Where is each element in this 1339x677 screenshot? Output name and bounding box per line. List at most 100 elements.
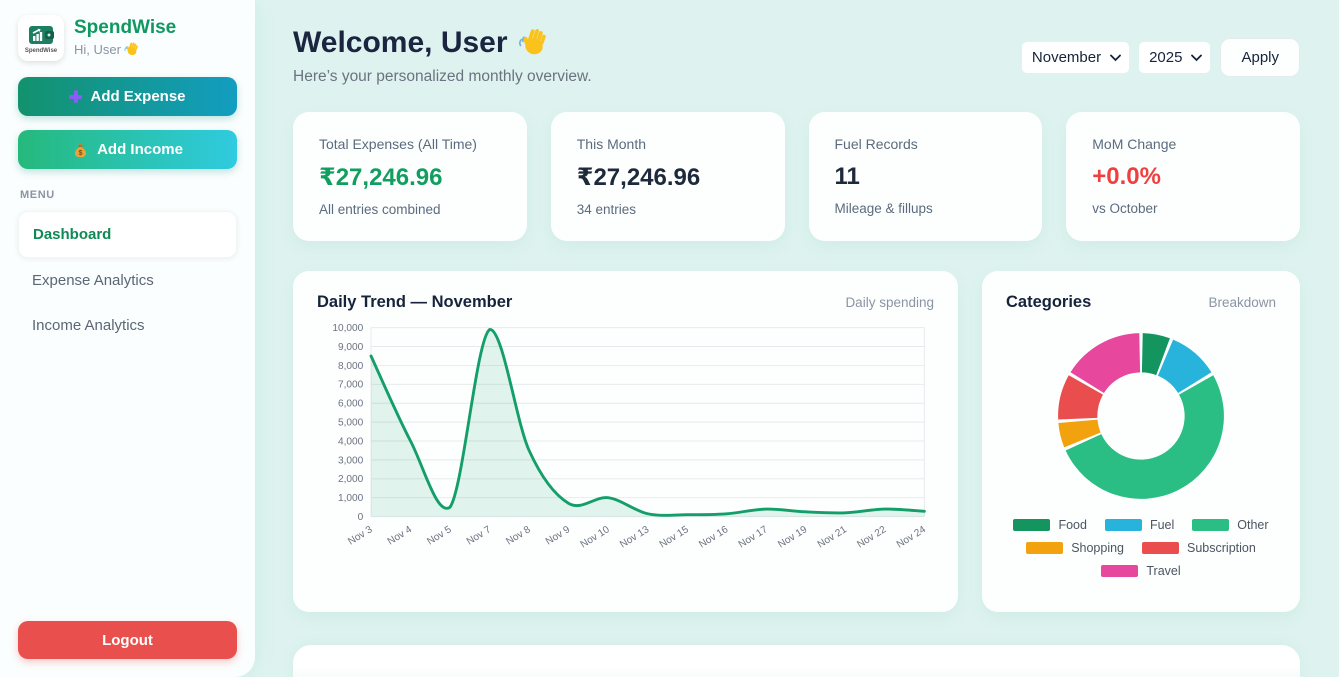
svg-text:Nov 10: Nov 10 (579, 524, 612, 551)
add-income-button[interactable]: $ Add Income (18, 130, 237, 169)
svg-text:1,000: 1,000 (338, 493, 364, 504)
svg-text:8,000: 8,000 (338, 361, 364, 372)
month-select[interactable]: November (1021, 42, 1130, 73)
stat-label: This Month (576, 136, 646, 152)
brand: SpendWise SpendWise Hi, User (18, 15, 237, 61)
svg-text:2,000: 2,000 (338, 474, 364, 485)
sidebar-item-dashboard[interactable]: Dashboard (18, 211, 237, 258)
legend-item[interactable]: Shopping (1026, 541, 1124, 555)
stat-value: ₹27,246.96 (576, 164, 701, 191)
legend-swatch (1101, 565, 1139, 577)
stat-card-this-month: This Month ₹27,246.96 34 entries (550, 112, 785, 241)
legend-label: Shopping (1071, 541, 1125, 555)
svg-text:Nov 8: Nov 8 (504, 524, 533, 548)
svg-text:5,000: 5,000 (338, 417, 364, 428)
stat-label: MoM Change (1092, 136, 1177, 152)
charts-row: Daily Trend — November Daily spending 0 1… (293, 271, 1300, 612)
year-select[interactable]: 2025 (1139, 42, 1211, 73)
sidebar-item-expense-analytics[interactable]: Expense Analytics (32, 272, 154, 289)
stat-label: Total Expenses (All Time) (319, 136, 477, 152)
stat-card-fuel-records: Fuel Records 11 Mileage & fillups (808, 112, 1043, 241)
daily-trend-chart: 0 1,000 2,000 3,000 4,000 5,000 6,000 7,000 8,00… (332, 323, 928, 551)
svg-text:$: $ (79, 149, 83, 157)
legend-label: Fuel (1149, 518, 1175, 532)
svg-text:Nov 4: Nov 4 (386, 524, 415, 548)
chart-subtitle: Breakdown (1208, 295, 1276, 310)
chart-subtitle: Daily spending (845, 295, 934, 310)
svg-text:Nov 7: Nov 7 (465, 524, 494, 548)
svg-text:Nov 22: Nov 22 (855, 524, 888, 551)
svg-text:7,000: 7,000 (338, 380, 364, 391)
stat-sub: All entries combined (319, 202, 441, 217)
add-expense-button[interactable]: Add Expense (18, 77, 237, 116)
chart-title: Categories (1006, 293, 1092, 311)
apply-button[interactable]: Apply (1220, 38, 1300, 77)
stat-sub: Mileage & fillups (834, 201, 933, 216)
svg-text:Nov 16: Nov 16 (697, 524, 730, 551)
legend-swatch (1142, 542, 1180, 554)
wave-hand-icon (518, 28, 546, 55)
period-controls: November 2025 Apply (1021, 38, 1300, 77)
legend-swatch (1104, 519, 1142, 531)
legend-swatch (1013, 519, 1051, 531)
svg-text:9,000: 9,000 (338, 342, 364, 353)
page-subtitle: Here’s your personalized monthly overvie… (293, 68, 592, 85)
svg-text:4,000: 4,000 (338, 436, 364, 447)
legend-item[interactable]: Travel (1101, 564, 1181, 578)
app-logo: SpendWise (18, 15, 64, 61)
menu-section-label: MENU (20, 189, 55, 201)
bottom-section-card (293, 645, 1300, 677)
svg-text:Nov 17: Nov 17 (737, 524, 770, 551)
logout-button[interactable]: Logout (18, 621, 237, 659)
svg-text:0: 0 (358, 512, 364, 523)
svg-text:Nov 24: Nov 24 (895, 524, 928, 551)
svg-text:10,000: 10,000 (332, 323, 363, 334)
stat-value: 11 (834, 163, 860, 190)
categories-legend: Food Fuel Other Shopping Subscription Travel (1006, 518, 1276, 578)
wave-hand-icon (124, 42, 138, 56)
main-content: Welcome, User Here’s your personalized m… (255, 0, 1339, 677)
user-greeting: Hi, User (74, 42, 176, 57)
stat-value: ₹27,246.96 (319, 164, 443, 191)
svg-text:Nov 3: Nov 3 (346, 524, 375, 548)
legend-item[interactable]: Fuel (1104, 518, 1175, 532)
categories-card: Categories Breakdown Food Fuel Other Shoppi… (982, 271, 1300, 612)
svg-text:Nov 5: Nov 5 (425, 524, 454, 548)
money-bag-icon: $ (75, 143, 87, 158)
logo-caption: SpendWise (24, 47, 58, 54)
app-name: SpendWise (74, 17, 177, 38)
svg-text:Nov 15: Nov 15 (658, 524, 691, 551)
legend-label: Travel (1146, 564, 1181, 578)
stats-row: Total Expenses (All Time) ₹27,246.96 All… (293, 112, 1300, 241)
sidebar-item-income-analytics[interactable]: Income Analytics (32, 317, 145, 334)
svg-text:3,000: 3,000 (338, 455, 364, 466)
page-header: Welcome, User Here’s your personalized m… (293, 26, 1300, 86)
legend-label: Other (1237, 518, 1269, 532)
svg-text:Nov 13: Nov 13 (618, 524, 651, 551)
chevron-down-icon (1191, 54, 1203, 61)
daily-trend-card: Daily Trend — November Daily spending 0 1… (293, 271, 958, 612)
stat-card-mom-change: MoM Change +0.0% vs October (1066, 112, 1300, 241)
legend-item[interactable]: Other (1192, 518, 1269, 532)
plus-icon (69, 90, 83, 103)
sidebar-menu: Dashboard Expense Analytics Income Analy… (18, 211, 237, 348)
stat-card-total-expenses: Total Expenses (All Time) ₹27,246.96 All… (293, 112, 527, 241)
legend-label: Subscription (1187, 541, 1256, 555)
legend-item[interactable]: Food (1013, 518, 1087, 532)
stat-value: +0.0% (1092, 163, 1161, 190)
wallet-chart-icon (29, 25, 54, 44)
page-title: Welcome, User (293, 26, 592, 60)
categories-donut-chart (1058, 333, 1224, 499)
svg-text:Nov 9: Nov 9 (544, 524, 573, 548)
svg-text:Nov 21: Nov 21 (816, 524, 849, 551)
legend-swatch (1026, 542, 1064, 554)
sidebar: SpendWise SpendWise Hi, User (0, 0, 255, 677)
chevron-down-icon (1110, 54, 1121, 61)
stat-sub: vs October (1092, 201, 1158, 216)
svg-text:Nov 19: Nov 19 (776, 524, 809, 551)
legend-swatch (1192, 519, 1230, 531)
stat-label: Fuel Records (834, 136, 918, 152)
legend-item[interactable]: Subscription (1142, 541, 1256, 555)
legend-label: Food (1058, 518, 1087, 532)
svg-text:6,000: 6,000 (338, 399, 364, 410)
